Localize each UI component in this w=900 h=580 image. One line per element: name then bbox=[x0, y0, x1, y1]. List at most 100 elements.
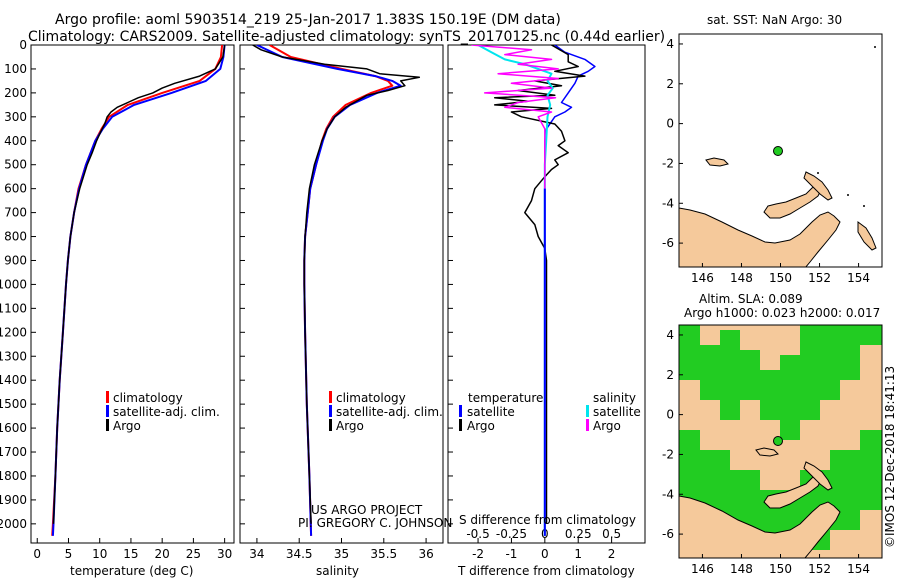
x-tick-label: -2 bbox=[472, 547, 484, 561]
x-tick-label: 34.5 bbox=[286, 547, 313, 561]
x-tick-label: 20 bbox=[155, 547, 170, 561]
depth-tick-label: 800 bbox=[4, 230, 27, 244]
profile-line-salinity-argo bbox=[471, 45, 559, 524]
map-lat-label: 4 bbox=[666, 328, 674, 342]
x-tick-label: 34 bbox=[249, 547, 264, 561]
difference-panel-frame bbox=[447, 44, 646, 544]
map-lon-label: 152 bbox=[808, 271, 831, 285]
map-lat-label: -4 bbox=[662, 487, 674, 501]
temperature-profile-lines bbox=[51, 45, 226, 536]
legend-label-satellite: satellite-adj. clim. bbox=[336, 405, 443, 419]
depth-tick-label: 100 bbox=[4, 62, 27, 76]
legend-label-s-argo: Argo bbox=[593, 419, 621, 433]
legend-label-satellite: satellite-adj. clim. bbox=[113, 405, 220, 419]
legend-title-salinity: salinity bbox=[593, 391, 636, 405]
pi-annotation: PI: GREGORY C. JOHNSON bbox=[298, 516, 452, 530]
sst-argo-marker bbox=[773, 146, 783, 156]
depth-tick-label: 1400 bbox=[0, 373, 27, 387]
profile-line-salinity-satellite bbox=[477, 45, 554, 536]
legend-label-t-satellite: satellite bbox=[467, 405, 515, 419]
depth-tick-label: 2000 bbox=[0, 517, 27, 531]
sla-map-title-line2: Argo h1000: 0.023 h2000: 0.017 bbox=[684, 306, 880, 320]
sla-argo-marker bbox=[773, 436, 783, 446]
x-tick-label: 0 bbox=[33, 547, 41, 561]
map-lat-label: 0 bbox=[666, 117, 674, 131]
profile-line-temperature-satellite bbox=[544, 45, 596, 536]
legend-label-s-satellite: satellite bbox=[593, 405, 641, 419]
small-island-dot bbox=[874, 46, 876, 48]
project-annotation: US ARGO PROJECT bbox=[311, 503, 423, 517]
x-tick-label: 35.5 bbox=[370, 547, 397, 561]
temperature-axis-ticks: 0 5 10 15 20 25 30 bbox=[33, 538, 232, 561]
depth-tick-label: 1000 bbox=[0, 277, 27, 291]
depth-tick-label: 1100 bbox=[0, 301, 27, 315]
new-ireland-land bbox=[803, 171, 833, 201]
x-tick-label: 1 bbox=[574, 547, 582, 561]
x-tick-label: -1 bbox=[505, 547, 517, 561]
depth-tick-label: 1300 bbox=[0, 349, 27, 363]
s-difference-axis-ticks: -0.5-0.2500.250.5 bbox=[466, 527, 621, 541]
legend-label-climatology: climatology bbox=[336, 391, 406, 405]
depth-tick-label: 1800 bbox=[0, 469, 27, 483]
sst-map bbox=[679, 34, 882, 267]
map-lon-label: 150 bbox=[769, 562, 792, 576]
depth-tick-label: 1600 bbox=[0, 421, 27, 435]
small-island-dot bbox=[847, 194, 849, 196]
s-tick-label: -0.25 bbox=[496, 527, 527, 541]
profile-line-satellite-adj-clim- bbox=[51, 45, 226, 536]
x-tick-label: 5 bbox=[65, 547, 73, 561]
map-lat-label: 4 bbox=[666, 37, 674, 51]
x-tick-label: 10 bbox=[92, 547, 107, 561]
s-tick-label: 0.25 bbox=[565, 527, 592, 541]
map-lon-label: 148 bbox=[730, 562, 753, 576]
legend-label-t-argo: Argo bbox=[467, 419, 495, 433]
manus-land bbox=[705, 157, 729, 167]
legend-swatch-t-argo bbox=[459, 419, 462, 431]
map-lon-label: 154 bbox=[847, 271, 870, 285]
depth-tick-label: 1200 bbox=[0, 325, 27, 339]
legend-swatch-argo bbox=[329, 419, 332, 431]
figure-title-line1: Argo profile: aoml 5903514_219 25-Jan-20… bbox=[55, 12, 561, 28]
legend-swatch-climatology bbox=[106, 391, 109, 403]
depth-tick-label: 1500 bbox=[0, 397, 27, 411]
legend-swatch-s-satellite bbox=[586, 405, 589, 417]
legend-swatch-s-argo bbox=[586, 419, 589, 431]
salinity-legend: climatology satellite-adj. clim. Argo bbox=[329, 391, 443, 433]
depth-tick-label: 0 bbox=[19, 38, 27, 52]
new-ireland-land bbox=[803, 461, 833, 491]
t-difference-axis-ticks: -2 -1 0 1 2 bbox=[472, 538, 615, 561]
x-tick-label: 35 bbox=[334, 547, 349, 561]
map-lat-label: 2 bbox=[666, 368, 674, 382]
temperature-panel-frame bbox=[30, 44, 235, 544]
map-lat-label: -6 bbox=[662, 236, 674, 250]
bougainville-land bbox=[857, 221, 877, 251]
x-tick-label: 30 bbox=[217, 547, 232, 561]
sla-map bbox=[679, 325, 882, 558]
salinity-axis-label: salinity bbox=[316, 564, 359, 578]
map-lat-label: -2 bbox=[662, 447, 674, 461]
small-island-dot bbox=[817, 172, 819, 174]
map-lon-label: 146 bbox=[691, 562, 714, 576]
s-tick-label: -0.5 bbox=[466, 527, 489, 541]
x-tick-label: 25 bbox=[186, 547, 201, 561]
map-lat-label: -2 bbox=[662, 156, 674, 170]
depth-tick-label: 1900 bbox=[0, 493, 27, 507]
legend-swatch-satellite bbox=[329, 405, 332, 417]
map-lat-label: -6 bbox=[662, 527, 674, 541]
profile-line-climatology bbox=[269, 45, 394, 536]
s-tick-label: 0.5 bbox=[602, 527, 621, 541]
sla-map-title-line1: Altim. SLA: 0.089 bbox=[699, 292, 803, 306]
x-tick-label: 2 bbox=[608, 547, 616, 561]
depth-tick-label: 400 bbox=[4, 134, 27, 148]
depth-tick-label: 600 bbox=[4, 182, 27, 196]
map-lon-label: 148 bbox=[730, 271, 753, 285]
temperature-legend: climatology satellite-adj. clim. Argo bbox=[106, 391, 220, 433]
depth-tick-label: 500 bbox=[4, 158, 27, 172]
map-lat-label: 0 bbox=[666, 408, 674, 422]
x-tick-label: 15 bbox=[123, 547, 138, 561]
depth-tick-label: 200 bbox=[4, 86, 27, 100]
small-island-dot bbox=[863, 205, 865, 207]
map-lon-label: 154 bbox=[847, 562, 870, 576]
depth-tick-label: 300 bbox=[4, 110, 27, 124]
x-tick-label: 0 bbox=[541, 547, 549, 561]
